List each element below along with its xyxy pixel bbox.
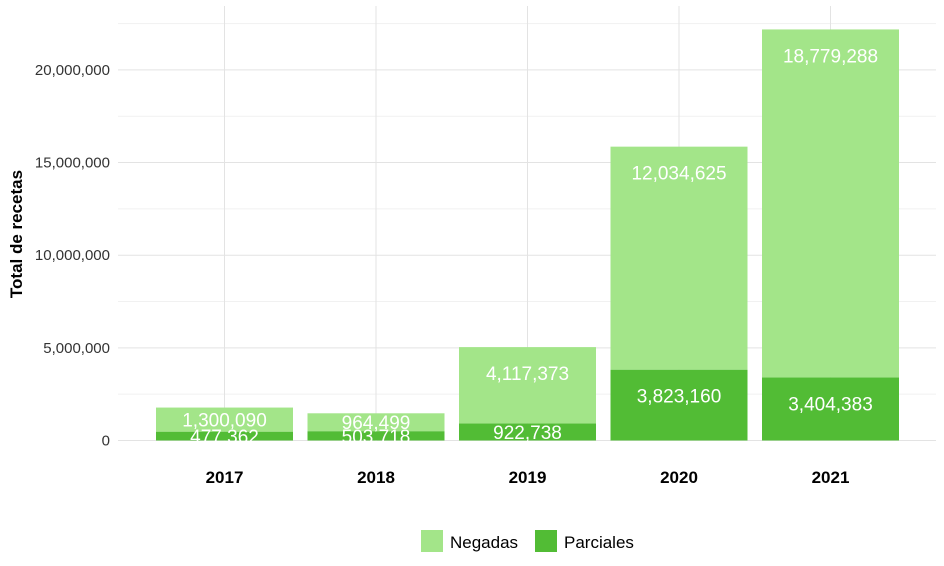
x-tick-label-2018: 2018 [357, 468, 395, 487]
data-label-parciales-2019: 922,738 [493, 423, 562, 444]
bar-negadas-2021 [762, 29, 899, 378]
bar-parciales-2021 [762, 377, 899, 441]
legend-label-negadas: Negadas [450, 533, 518, 552]
bar-parciales-2018 [307, 431, 445, 441]
y-axis-label: Total de recetas [7, 170, 26, 298]
legend-swatch-negadas [421, 530, 443, 552]
bar-negadas-2017 [156, 407, 293, 432]
data-label-parciales-2018: 503,718 [342, 427, 411, 448]
x-axis-ticks: 2017 2018 2019 2020 2021 [206, 468, 850, 487]
data-label-negadas-2021: 18,779,288 [783, 46, 878, 67]
data-label-parciales-2017: 477,362 [190, 427, 259, 448]
x-tick-label-2017: 2017 [206, 468, 244, 487]
bar-parciales-2019 [459, 423, 596, 441]
legend-label-parciales: Parciales [564, 533, 634, 552]
bar-negadas-2018 [307, 413, 445, 432]
data-label-negadas-2018: 964,499 [342, 413, 411, 434]
data-label-parciales-2021: 3,404,383 [788, 394, 873, 415]
y-tick-label: 0 [102, 433, 110, 450]
y-axis-ticks: 0 5,000,000 10,000,000 15,000,000 20,000,000 [35, 62, 110, 450]
legend: Negadas Parciales [421, 530, 634, 552]
y-tick-label: 15,000,000 [35, 155, 110, 172]
data-label-negadas-2020: 12,034,625 [631, 164, 726, 185]
bar-negadas-2020 [610, 146, 748, 370]
x-tick-label-2019: 2019 [509, 468, 547, 487]
data-label-negadas-2019: 4,117,373 [486, 364, 569, 385]
bar-negadas-2019 [459, 347, 596, 424]
x-tick-label-2021: 2021 [812, 468, 850, 487]
x-tick-label-2020: 2020 [660, 468, 698, 487]
bar-parciales-2020 [610, 369, 748, 441]
data-label-negadas-2017: 1,300,090 [182, 411, 267, 432]
y-tick-label: 10,000,000 [35, 247, 110, 264]
bar-parciales-2017 [156, 431, 293, 441]
data-label-parciales-2020: 3,823,160 [637, 387, 722, 408]
y-tick-label: 5,000,000 [43, 340, 110, 357]
legend-swatch-parciales [535, 530, 557, 552]
y-tick-label: 20,000,000 [35, 62, 110, 79]
